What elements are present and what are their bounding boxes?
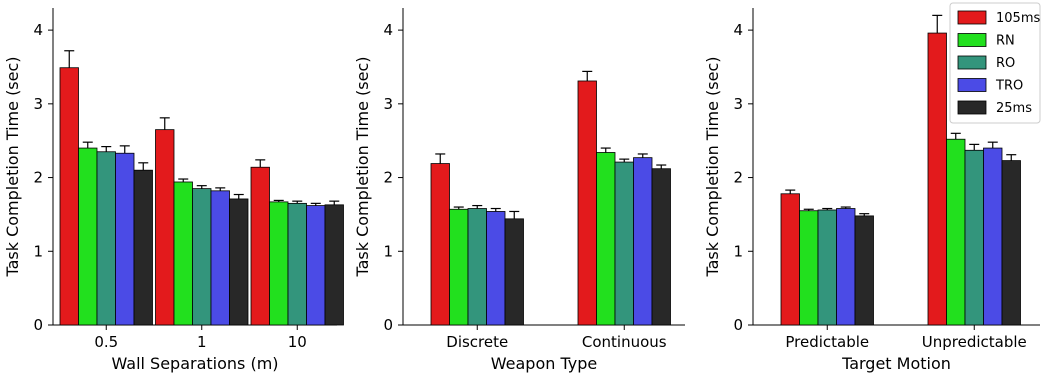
bar-RN-Unpredictable xyxy=(946,138,966,326)
bar-RO-0.5 xyxy=(96,151,116,326)
y-tick-label: 0 xyxy=(383,316,393,334)
bar-RO-10 xyxy=(287,202,307,326)
legend: 105ms RN RO TRO 25ms xyxy=(949,2,1041,124)
bar-TRO-Continuous xyxy=(633,157,653,326)
x-tick-label: Discrete xyxy=(446,333,508,351)
bar-RN-Discrete xyxy=(449,208,469,326)
bar-RN-Continuous xyxy=(596,152,616,326)
x-tick-label: 10 xyxy=(288,333,307,351)
bar-RN-10 xyxy=(269,201,289,326)
legend-swatch-TRO xyxy=(957,78,987,92)
y-tick-label: 1 xyxy=(33,242,43,260)
y-tick-label: 4 xyxy=(33,21,43,39)
y-tick-label: 3 xyxy=(33,95,43,113)
bar-RO-Unpredictable xyxy=(964,149,984,326)
bar-TRO-Unpredictable xyxy=(983,147,1003,326)
bar-RN-1 xyxy=(173,181,193,326)
x-axis-title: Wall Separations (m) xyxy=(111,354,278,373)
bar-TRO-1 xyxy=(210,190,230,326)
bar-RN-0.5 xyxy=(78,147,98,326)
bar-105ms-Predictable xyxy=(780,193,800,326)
bar-25ms-0.5 xyxy=(133,169,153,326)
bar-25ms-Continuous xyxy=(651,168,671,326)
bar-105ms-Discrete xyxy=(430,163,450,326)
legend-label-105ms: 105ms xyxy=(996,11,1040,26)
bar-25ms-Predictable xyxy=(854,215,874,326)
y-tick-label: 2 xyxy=(733,169,743,187)
bar-105ms-Unpredictable xyxy=(927,32,947,326)
y-tick-label: 0 xyxy=(733,316,743,334)
legend-label-25ms: 25ms xyxy=(996,101,1032,116)
bar-105ms-1 xyxy=(155,129,175,326)
legend-swatch-RO xyxy=(957,55,987,70)
legend-swatch-RN xyxy=(957,33,987,47)
bar-RO-1 xyxy=(192,188,212,326)
bar-25ms-Unpredictable xyxy=(1001,160,1021,326)
y-tick-label: 2 xyxy=(383,169,393,187)
y-axis-title: Task Completion Time (sec) xyxy=(703,56,722,277)
x-tick-label: Continuous xyxy=(582,333,667,351)
x-tick-label: Predictable xyxy=(785,333,869,351)
bar-105ms-Continuous xyxy=(577,80,597,326)
chart-panel-3: 0 1 2 3 4 Predictable Unpredictable Target Moti… xyxy=(703,8,1040,373)
bar-TRO-Predictable xyxy=(836,208,856,326)
legend-box xyxy=(949,2,1041,124)
y-tick-label: 1 xyxy=(383,242,393,260)
legend-swatch-105ms xyxy=(957,10,987,25)
legend-label-RN: RN xyxy=(996,34,1015,49)
bar-RN-Predictable xyxy=(799,210,819,326)
bar-25ms-10 xyxy=(324,204,344,326)
bar-105ms-0.5 xyxy=(59,67,79,326)
legend-swatch-25ms xyxy=(957,100,987,115)
bar-TRO-0.5 xyxy=(115,152,135,326)
y-tick-label: 0 xyxy=(33,316,43,334)
bar-TRO-10 xyxy=(306,205,326,326)
x-tick-label: 1 xyxy=(197,333,207,351)
bar-RO-Predictable xyxy=(817,209,837,326)
chart-panel-2: 0 1 2 3 4 Discrete Continuous Weapon Type Task C… xyxy=(353,8,685,373)
y-tick-label: 3 xyxy=(383,95,393,113)
x-axis-title: Weapon Type xyxy=(491,354,597,373)
y-tick-label: 4 xyxy=(383,21,393,39)
chart-panel-1: 0 1 2 3 4 0.5 1 10 Wall Separations (m) Task Comp… xyxy=(3,8,344,373)
y-axis-title: Task Completion Time (sec) xyxy=(353,56,372,277)
bar-TRO-Discrete xyxy=(486,211,506,326)
legend-label-TRO: TRO xyxy=(995,79,1023,94)
y-tick-label: 4 xyxy=(733,21,743,39)
y-axis-title: Task Completion Time (sec) xyxy=(3,56,22,277)
bar-25ms-Discrete xyxy=(504,218,524,326)
legend-label-RO: RO xyxy=(996,56,1015,71)
y-tick-label: 3 xyxy=(733,95,743,113)
bar-25ms-1 xyxy=(229,198,249,326)
bar-RO-Discrete xyxy=(467,208,487,326)
bar-RO-Continuous xyxy=(614,161,634,326)
x-tick-label: 0.5 xyxy=(94,333,118,351)
y-tick-label: 2 xyxy=(33,169,43,187)
bar-105ms-10 xyxy=(250,166,270,326)
x-tick-label: Unpredictable xyxy=(922,333,1027,351)
y-tick-label: 1 xyxy=(733,242,743,260)
x-axis-title: Target Motion xyxy=(841,354,951,373)
